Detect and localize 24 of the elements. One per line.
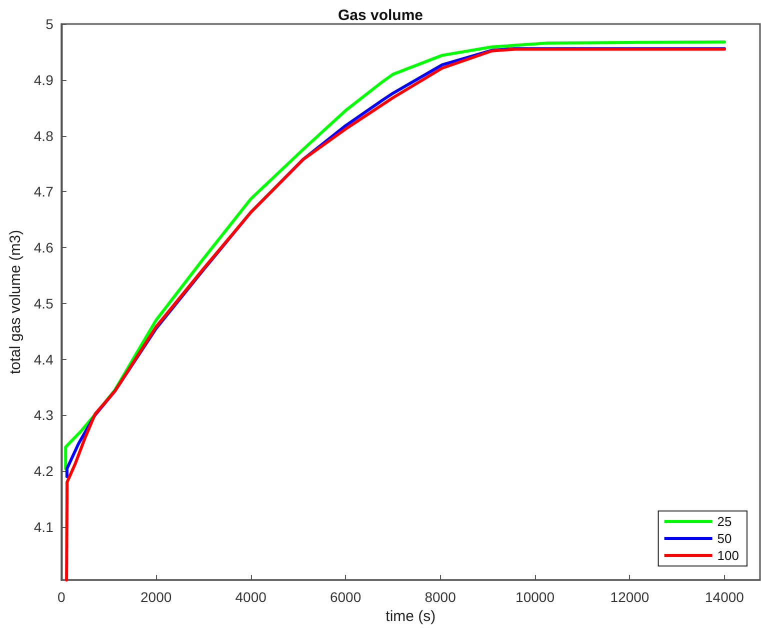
- x-tick-label: 8000: [424, 589, 456, 605]
- y-axis-title: total gas volume (m3): [7, 230, 24, 374]
- legend-label: 100: [717, 548, 740, 563]
- y-tick-label: 4.2: [34, 463, 54, 480]
- x-tick-label: 0: [57, 589, 66, 605]
- legend-label: 25: [717, 514, 732, 529]
- legend-label: 50: [717, 531, 732, 546]
- x-tick-label: 6000: [330, 589, 362, 605]
- y-tick-label: 4.8: [34, 128, 54, 144]
- y-tick-label: 4.6: [34, 240, 54, 256]
- y-tick-label: 5: [46, 16, 54, 32]
- y-tick-label: 4.3: [34, 407, 54, 424]
- x-tick-label: 14000: [705, 589, 744, 605]
- y-tick-label: 4.5: [34, 295, 54, 312]
- x-tick-label: 10000: [516, 589, 555, 605]
- y-tick-label: 4.1: [34, 518, 54, 535]
- x-axis-title: time (s): [386, 608, 436, 625]
- x-tick-label: 12000: [610, 589, 650, 605]
- y-tick-label: 4.9: [34, 72, 54, 88]
- chart-title: Gas volume: [338, 7, 424, 24]
- x-tick-label: 4000: [235, 589, 267, 605]
- y-tick-label: 4.4: [34, 351, 54, 368]
- y-tick-label: 4.7: [34, 184, 54, 200]
- x-tick-label: 2000: [140, 589, 172, 605]
